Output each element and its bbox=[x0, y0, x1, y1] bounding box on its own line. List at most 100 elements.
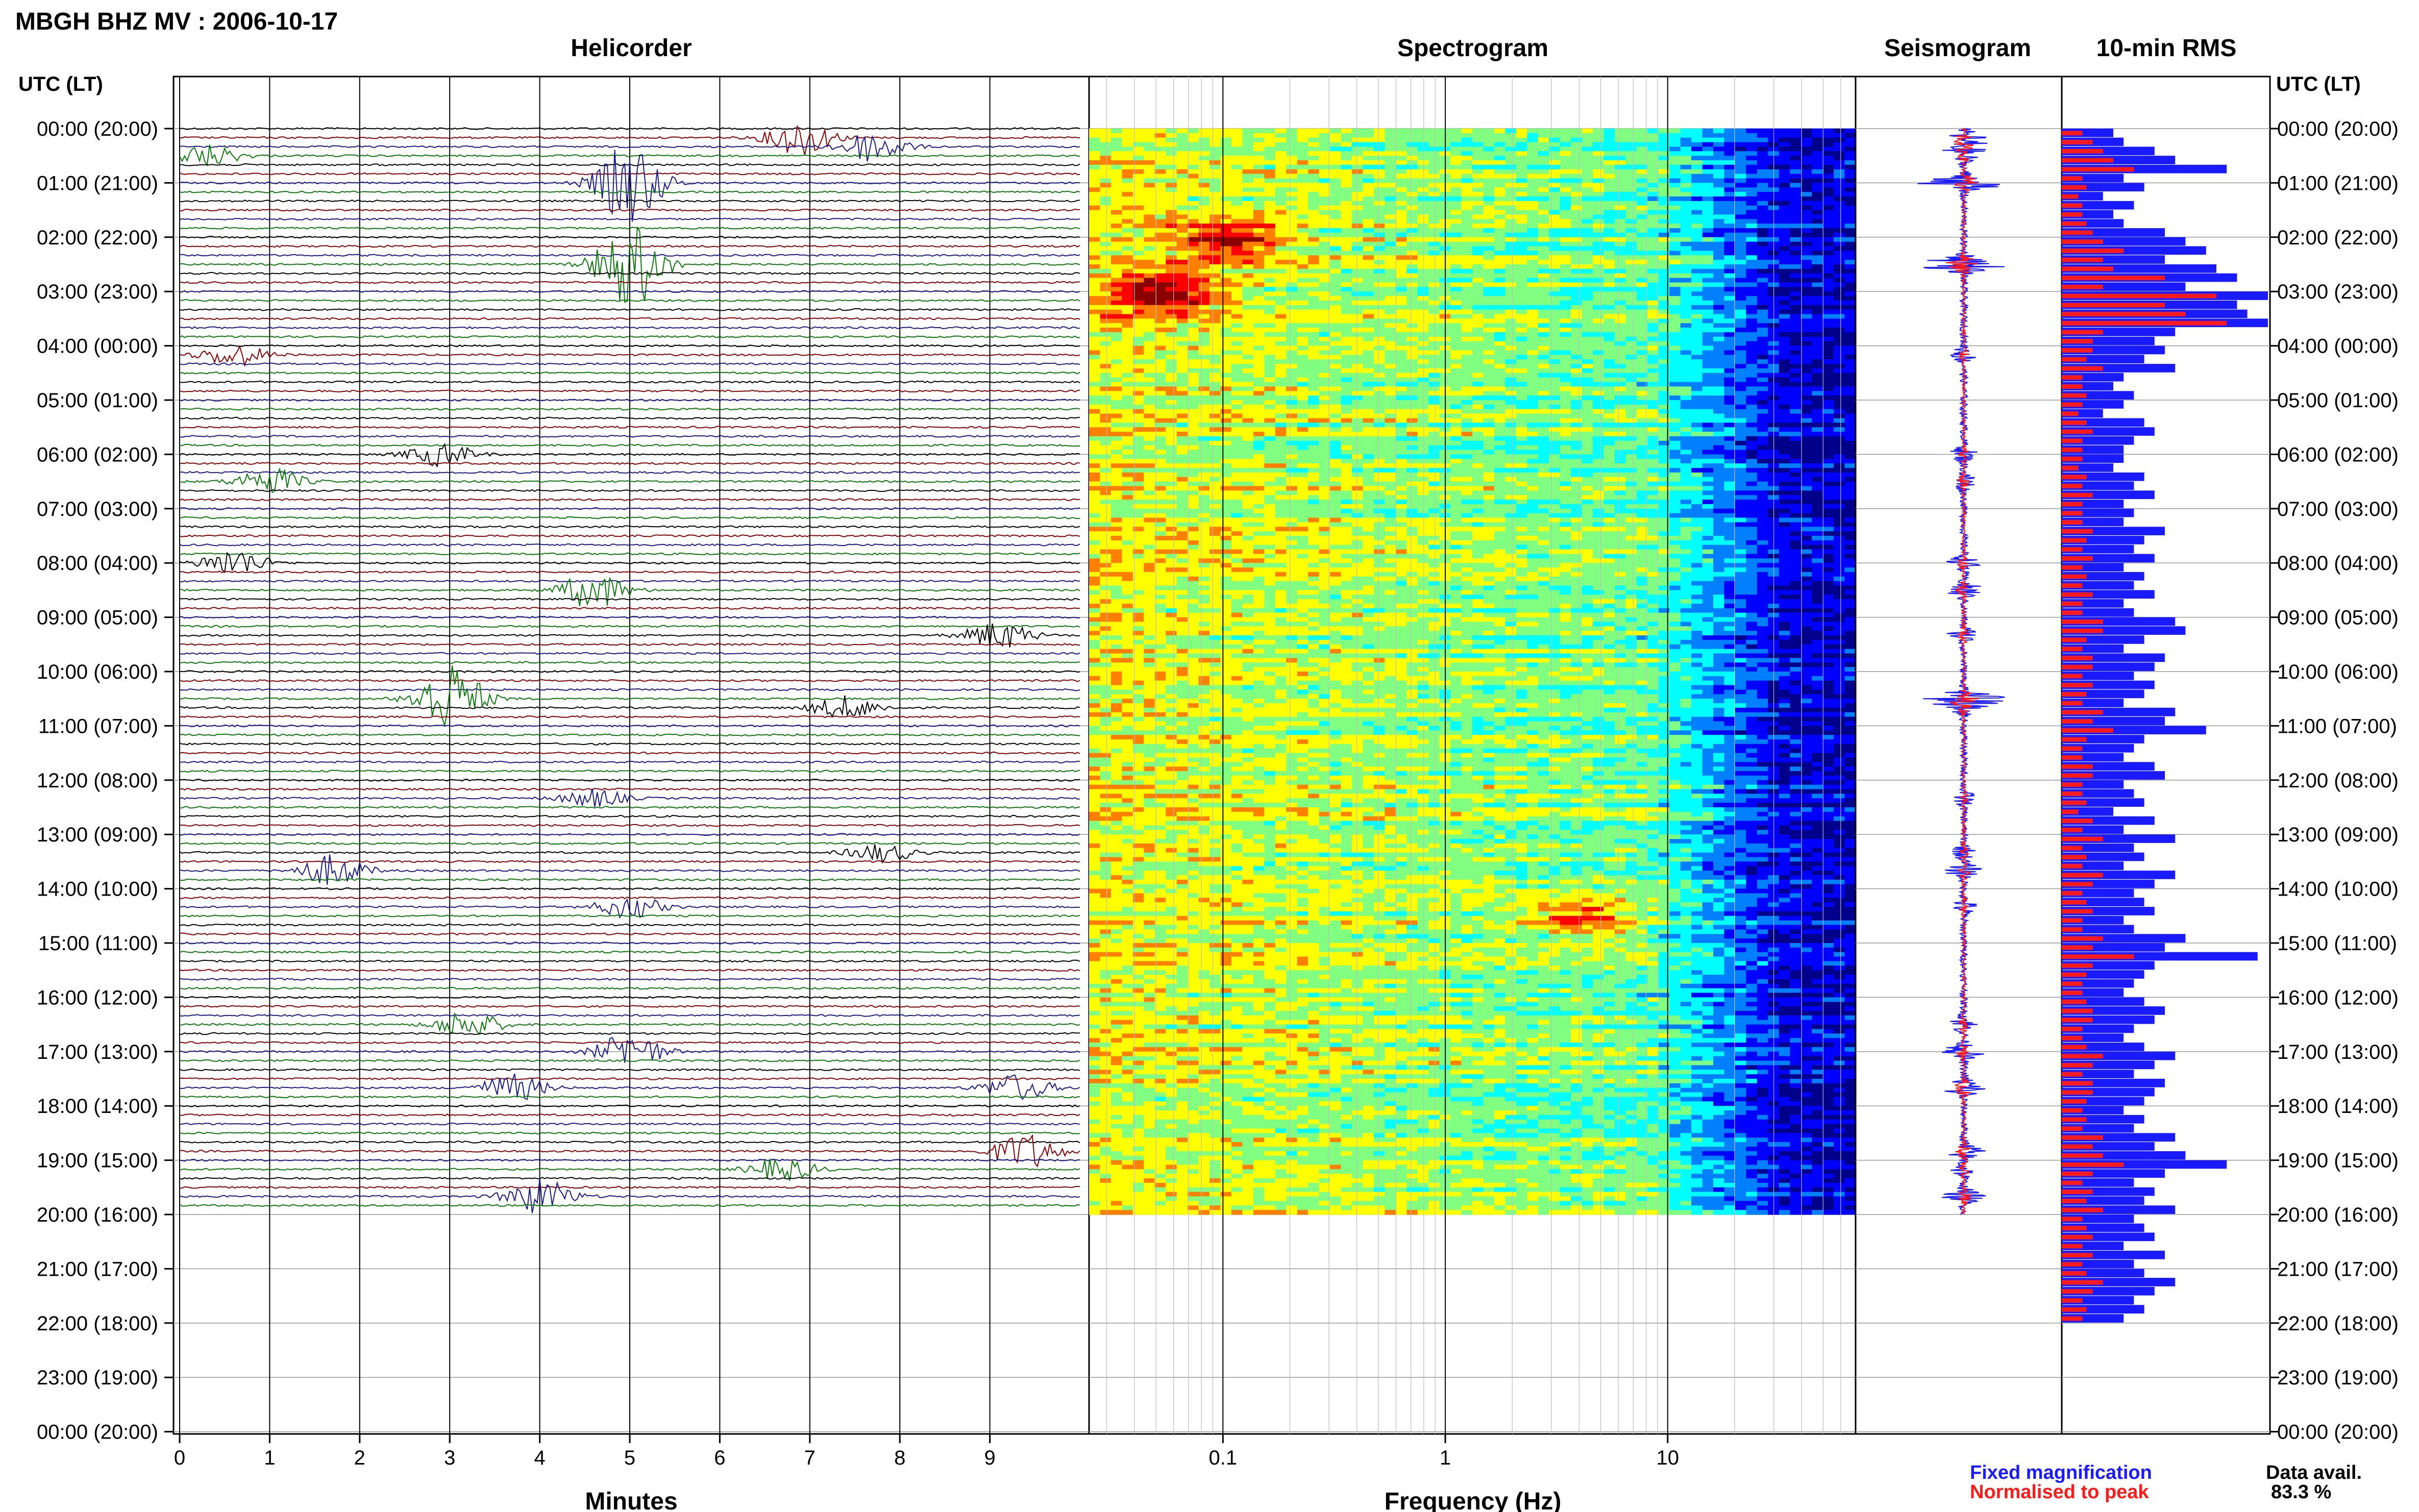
spectrogram-cell bbox=[1669, 300, 1681, 306]
spectrogram-cell bbox=[1472, 418, 1484, 423]
spectrogram-cell bbox=[1220, 395, 1232, 401]
spectrogram-cell bbox=[1297, 395, 1309, 401]
spectrogram-cell bbox=[1385, 336, 1396, 342]
spectrogram-cell bbox=[1253, 137, 1265, 143]
spectrogram-cell bbox=[1494, 355, 1505, 360]
spectrogram-cell bbox=[1636, 278, 1648, 283]
spectrogram-cell bbox=[1800, 359, 1812, 364]
spectrogram-cell bbox=[1110, 192, 1122, 197]
spectrogram-cell bbox=[1089, 164, 1101, 170]
spectrogram-cell bbox=[1461, 133, 1473, 138]
spectrogram-cell bbox=[1593, 336, 1605, 342]
spectrogram-cell bbox=[1494, 282, 1505, 287]
spectrogram-cell bbox=[1154, 291, 1166, 296]
spectrogram-cell bbox=[1834, 164, 1845, 170]
spectrogram-cell bbox=[1154, 137, 1166, 143]
spectrogram-cell bbox=[1395, 305, 1407, 310]
spectrogram-cell bbox=[1330, 341, 1342, 346]
spectrogram-cell bbox=[1494, 264, 1505, 269]
spectrogram-cell bbox=[1385, 224, 1396, 229]
spectrogram-cell bbox=[1319, 323, 1330, 328]
spectrogram-cell bbox=[1242, 219, 1254, 224]
spectrogram-cell bbox=[1122, 400, 1133, 405]
spectrogram-cell bbox=[1154, 169, 1166, 175]
spectrogram-cell bbox=[1417, 318, 1429, 324]
spectrogram-cell bbox=[1680, 173, 1692, 179]
spectrogram-cell bbox=[1790, 432, 1801, 437]
spectrogram-cell bbox=[1822, 355, 1834, 360]
spectrogram-cell bbox=[1800, 427, 1812, 432]
spectrogram-cell bbox=[1527, 169, 1539, 175]
spectrogram-cell bbox=[1757, 332, 1768, 337]
spectrogram-cell bbox=[1154, 219, 1166, 224]
spectrogram-cell bbox=[1834, 432, 1845, 437]
spectrogram-cell bbox=[1724, 164, 1736, 170]
spectrogram-cell bbox=[1461, 210, 1473, 215]
spectrogram-cell bbox=[1461, 314, 1473, 319]
helicorder-trace bbox=[179, 770, 1080, 773]
spectrogram-cell bbox=[1286, 409, 1298, 414]
spectrogram-cell bbox=[1352, 427, 1364, 432]
spectrogram-cell bbox=[1593, 332, 1605, 337]
spectrogram-cell bbox=[1275, 364, 1287, 369]
spectrogram-cell bbox=[1647, 359, 1659, 364]
spectrogram-cell bbox=[1844, 255, 1856, 260]
spectrogram-cell bbox=[1472, 305, 1484, 310]
spectrogram-cell bbox=[1724, 232, 1736, 238]
spectrogram-cell bbox=[1220, 427, 1232, 432]
spectrogram-cell bbox=[1417, 418, 1429, 423]
spectrogram-cell bbox=[1702, 156, 1714, 161]
spectrogram-cell bbox=[1505, 173, 1517, 179]
spectrogram-cell bbox=[1691, 282, 1703, 287]
spectrogram-cell bbox=[1494, 318, 1505, 324]
spectrogram-cell bbox=[1176, 178, 1188, 183]
spectrogram-cell bbox=[1341, 364, 1352, 369]
spectrogram-cell bbox=[1516, 436, 1527, 441]
spectrogram-cell bbox=[1812, 137, 1823, 143]
spectrogram-cell bbox=[1593, 178, 1605, 183]
spectrogram-cell bbox=[1822, 273, 1834, 279]
spectrogram-cell bbox=[1527, 160, 1539, 165]
spectrogram-cell bbox=[1122, 364, 1133, 369]
spectrogram-cell bbox=[1625, 137, 1637, 143]
spectrogram-cell bbox=[1527, 296, 1539, 301]
spectrogram-cell bbox=[1822, 409, 1834, 414]
spectrogram-cell bbox=[1395, 300, 1407, 306]
spectrogram-cell bbox=[1417, 423, 1429, 428]
spectrogram-cell bbox=[1297, 146, 1309, 152]
spectrogram-cell bbox=[1450, 355, 1462, 360]
spectrogram-cell bbox=[1483, 192, 1495, 197]
spectrogram-cell bbox=[1089, 291, 1101, 296]
spectrogram-cell bbox=[1691, 232, 1703, 238]
spectrogram-cell bbox=[1220, 436, 1232, 441]
spectrogram-cell bbox=[1691, 341, 1703, 346]
spectrogram-cell bbox=[1373, 409, 1385, 414]
spectrogram-cell bbox=[1702, 164, 1714, 170]
spectrogram-cell bbox=[1790, 345, 1801, 351]
spectrogram-cell bbox=[1636, 156, 1648, 161]
spectrogram-cell bbox=[1242, 336, 1254, 342]
spectrogram-cell bbox=[1593, 201, 1605, 206]
spectrogram-cell bbox=[1800, 156, 1812, 161]
spectrogram-cell bbox=[1834, 368, 1845, 374]
spectrogram-cell bbox=[1176, 278, 1188, 283]
helicorder-trace bbox=[179, 570, 1080, 574]
spectrogram-cell bbox=[1089, 296, 1101, 301]
spectrogram-cell bbox=[1625, 309, 1637, 315]
spectrogram-cell bbox=[1844, 364, 1856, 369]
spectrogram-cell bbox=[1319, 418, 1330, 423]
spectrogram-cell bbox=[1253, 187, 1265, 192]
spectrogram-cell bbox=[1505, 278, 1517, 283]
spectrogram-cell bbox=[1669, 287, 1681, 292]
spectrogram-cell bbox=[1166, 359, 1177, 364]
spectrogram-cell bbox=[1132, 296, 1144, 301]
spectrogram-cell bbox=[1154, 146, 1166, 152]
spectrogram-cell bbox=[1834, 160, 1845, 165]
spectrogram-cell bbox=[1702, 318, 1714, 324]
spectrogram-cell bbox=[1188, 350, 1199, 355]
spectrogram-cell bbox=[1483, 214, 1495, 219]
spectrogram-cell bbox=[1834, 137, 1845, 143]
spectrogram-cell bbox=[1406, 282, 1418, 287]
spectrogram-cell bbox=[1779, 160, 1790, 165]
spectrogram-cell bbox=[1702, 341, 1714, 346]
